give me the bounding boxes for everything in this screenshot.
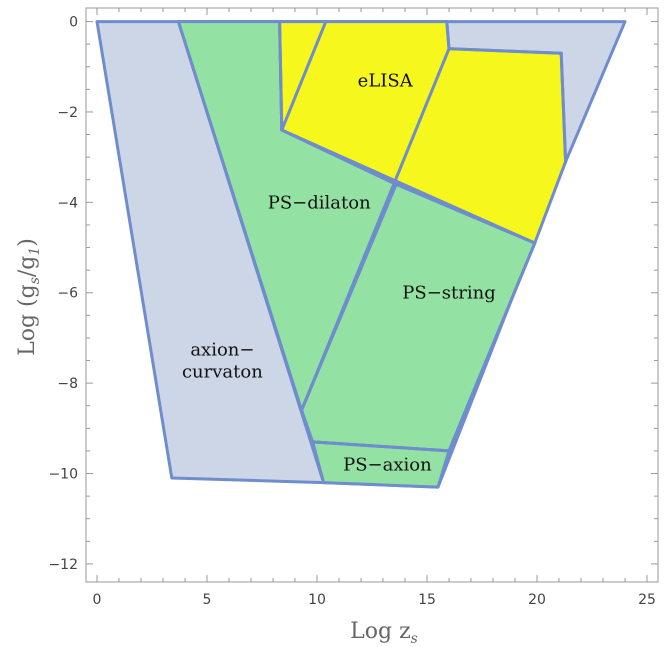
- boundary-edge: [300, 47, 451, 412]
- ticks-layer: 0 5 10 15 20 25 0 −2 −4 −6 −8 −10 −12: [48, 8, 658, 608]
- region-label-elisa: eLISA: [358, 70, 414, 91]
- x-tick-label: 20: [528, 592, 546, 608]
- x-tick-label: 15: [418, 592, 436, 608]
- region-label-line: axion−: [190, 340, 254, 361]
- y-tick-label: −6: [57, 286, 78, 302]
- plot-frame-rect: [85, 7, 659, 583]
- y-axis-title: Log (gs/g1): [15, 238, 43, 356]
- boundary-edge: [280, 20, 328, 132]
- regions-layer: [95, 20, 627, 489]
- region-labels-layer: eLISA PS−dilaton PS−string axion− curvaton PS…: [182, 70, 496, 475]
- boundary-edge: [280, 128, 537, 245]
- region-label-line: PS−dilaton: [268, 192, 371, 213]
- x-axis-title: Log zs: [350, 619, 418, 647]
- edges-layer: [176, 20, 568, 485]
- x-tick-label: 25: [638, 592, 656, 608]
- boundary-edge: [176, 20, 326, 485]
- region-label-line: PS−string: [402, 283, 495, 304]
- region-label-ps_dilaton: PS−dilaton: [268, 192, 371, 213]
- y-tick-label: −4: [57, 195, 78, 211]
- boundary-edge: [447, 47, 563, 55]
- y-tick-label: 0: [69, 15, 78, 31]
- region-label-line: eLISA: [358, 70, 414, 91]
- boundary-edge: [311, 440, 451, 453]
- y-tick-label: −10: [48, 467, 78, 483]
- boundary-edge: [559, 51, 568, 164]
- region-label-axion_curvaton: axion− curvaton: [182, 340, 263, 383]
- region-label-ps_string: PS−string: [402, 283, 495, 304]
- x-tick-label: 0: [93, 592, 102, 608]
- x-tick-label: 10: [308, 592, 326, 608]
- y-tick-label: −8: [57, 376, 78, 392]
- region-label-ps_axion: PS−axion: [343, 454, 432, 475]
- y-tick-label: −12: [48, 557, 78, 573]
- boundary-edge: [278, 20, 284, 132]
- region-label-line: curvaton: [182, 362, 263, 383]
- x-tick-label: 5: [203, 592, 212, 608]
- boundary-edge: [447, 241, 537, 453]
- boundary-edge: [445, 20, 451, 51]
- plot-frame: [85, 7, 659, 583]
- region-label-line: PS−axion: [343, 454, 432, 475]
- y-tick-label: −2: [57, 105, 78, 121]
